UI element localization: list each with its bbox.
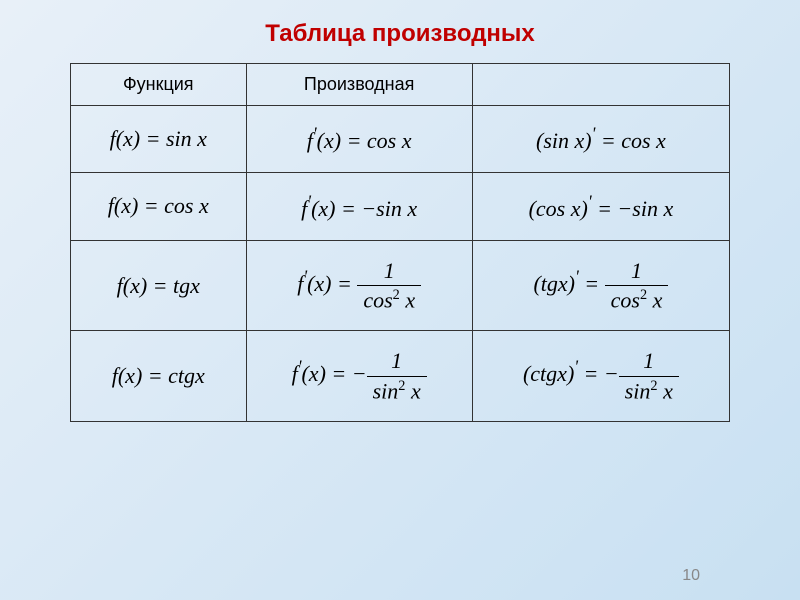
table-row: f(x) = ctgx f'(x) = −1sin2 x (ctgx)' = −…	[71, 331, 730, 422]
cell-func-tg: f(x) = tgx	[71, 240, 247, 331]
header-derivative: Производная	[246, 64, 472, 106]
cell-short-tg: (tgx)' = 1cos2 x	[472, 240, 729, 331]
cell-deriv-cos: f'(x) = −sin x	[246, 173, 472, 240]
table-row: f(x) = sin x f'(x) = cos x (sin x)' = co…	[71, 106, 730, 173]
cell-short-sin: (sin x)' = cos x	[472, 106, 729, 173]
derivatives-table: Функция Производная f(x) = sin x f'(x) =…	[70, 63, 730, 422]
table-row: f(x) = cos x f'(x) = −sin x (cos x)' = −…	[71, 173, 730, 240]
cell-func-cos: f(x) = cos x	[71, 173, 247, 240]
cell-deriv-tg: f'(x) = 1cos2 x	[246, 240, 472, 331]
page-number: 10	[682, 567, 700, 585]
page-title: Таблица производных	[70, 20, 730, 48]
cell-func-sin: f(x) = sin x	[71, 106, 247, 173]
table-header-row: Функция Производная	[71, 64, 730, 106]
cell-deriv-sin: f'(x) = cos x	[246, 106, 472, 173]
header-function: Функция	[71, 64, 247, 106]
cell-short-cos: (cos x)' = −sin x	[472, 173, 729, 240]
cell-func-ctg: f(x) = ctgx	[71, 331, 247, 422]
header-short	[472, 64, 729, 106]
table-row: f(x) = tgx f'(x) = 1cos2 x (tgx)' = 1cos…	[71, 240, 730, 331]
cell-deriv-ctg: f'(x) = −1sin2 x	[246, 331, 472, 422]
cell-short-ctg: (ctgx)' = −1sin2 x	[472, 331, 729, 422]
